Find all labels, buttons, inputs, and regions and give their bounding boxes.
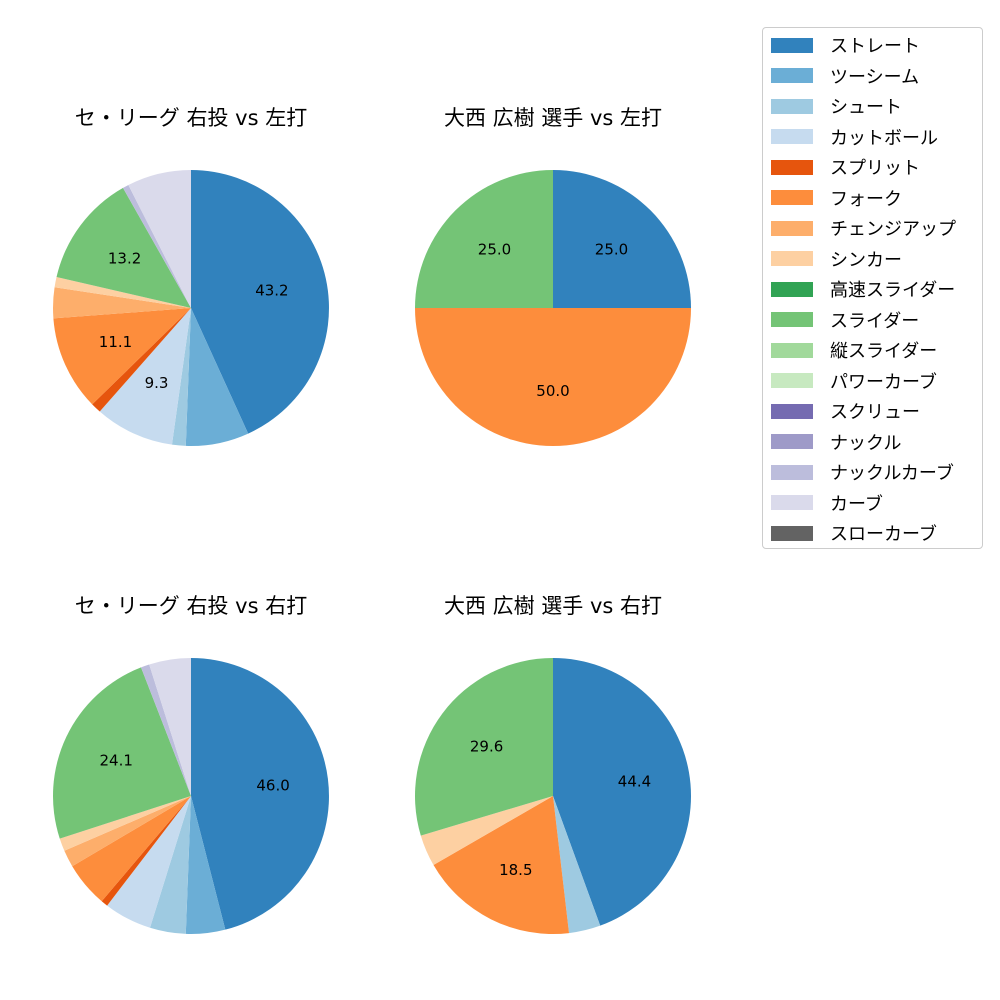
legend: ストレートツーシームシュートカットボール スプリットフォークチェンジアップ シンカー… [762, 27, 983, 549]
legend-swatch [771, 159, 813, 175]
pie-slice [415, 658, 553, 836]
pie-data-label: 25.0 [595, 241, 628, 259]
pie-slice [101, 796, 191, 906]
pie-slice [553, 658, 692, 926]
legend-swatch [771, 68, 813, 83]
legend-label: スローカーブ [830, 524, 937, 545]
legend-swatch [771, 190, 813, 205]
pie-slice [150, 796, 191, 934]
legend-label: ナックル [830, 432, 902, 454]
legend-label: チェンジアップ [830, 219, 956, 240]
legend-swatch [771, 37, 813, 53]
pie-slice [107, 796, 191, 928]
pie-slice [99, 308, 191, 445]
pie-slice [420, 796, 553, 865]
legend-swatch [771, 373, 813, 388]
pie-data-label: 29.6 [470, 738, 503, 756]
legend-label: シュート [830, 97, 902, 118]
pie-data-label: 18.5 [499, 861, 532, 879]
legend-swatch [771, 434, 813, 449]
pie-slice [54, 277, 191, 308]
legend-item: スプリット [771, 152, 920, 182]
legend-label: 縦スライダー [830, 341, 938, 362]
legend-label: 高速スライダー [830, 280, 956, 301]
legend-item: カットボール [771, 122, 938, 152]
legend-label: ツーシーム [830, 66, 920, 88]
legend-swatch [771, 525, 813, 541]
legend-item: パワーカーブ [771, 366, 937, 396]
pie-slice [185, 308, 249, 446]
pie-data-label: 25.0 [478, 241, 511, 259]
legend-label: カットボール [830, 127, 938, 149]
pie-slice [64, 796, 191, 867]
pie-slice [52, 287, 191, 319]
legend-swatch [771, 464, 813, 480]
pie-slice [52, 667, 191, 839]
legend-label: フォーク [830, 188, 902, 210]
legend-label: シンカー [830, 249, 902, 271]
legend-item: スローカーブ [771, 518, 937, 548]
legend-item: 縦スライダー [771, 335, 937, 365]
legend-label: パワーカーブ [830, 371, 937, 393]
pie-slice [433, 796, 570, 935]
pie-slice [149, 658, 191, 796]
pie-data-label: 9.3 [145, 374, 169, 392]
legend-item: スライダー [771, 305, 919, 335]
legend-label: スクリュー [830, 402, 920, 423]
legend-label: スライダー [830, 310, 920, 332]
pie-slice [185, 796, 226, 934]
legend-swatch [771, 98, 813, 114]
legend-item: ナックル [771, 427, 901, 457]
legend-swatch [771, 220, 813, 236]
legend-item: カーブ [771, 488, 883, 518]
pie-slice [171, 308, 191, 446]
pie-slice [553, 796, 601, 934]
legend-item: ストレート [771, 30, 920, 60]
pie-slice [59, 796, 191, 851]
legend-item: ツーシーム [771, 61, 919, 91]
pie-data-label: 50.0 [536, 382, 569, 400]
pie-slice [128, 170, 191, 308]
pie-slice [141, 664, 191, 796]
pie-slice [415, 170, 553, 308]
pie-title-3: セ・リーグ 右投 vs 右打 [74, 594, 308, 618]
legend-item: チェンジアップ [771, 213, 956, 243]
pie-slice [123, 185, 191, 308]
legend-item: スクリュー [771, 396, 920, 426]
legend-label: ナックルカーブ [830, 463, 954, 484]
legend-swatch [771, 281, 813, 297]
legend-item: フォーク [771, 183, 902, 213]
legend-label: カーブ [830, 493, 883, 515]
pie-slice [191, 658, 329, 930]
legend-label: スプリット [830, 158, 920, 179]
pie-data-label: 46.0 [256, 777, 289, 795]
legend-swatch [771, 129, 813, 144]
legend-item: ナックルカーブ [771, 457, 954, 487]
pie-slice [53, 308, 191, 405]
pie-data-label: 13.2 [108, 250, 141, 268]
legend-swatch [771, 403, 813, 419]
pie-slice [553, 170, 691, 308]
pie-data-label: 43.2 [255, 281, 288, 299]
pie-title-2: 大西 広樹 選手 vs 左打 [443, 106, 663, 130]
pie-data-label: 11.1 [99, 333, 132, 351]
pie-title-1: セ・リーグ 右投 vs 左打 [74, 106, 308, 130]
legend-item: シュート [771, 91, 902, 121]
pie-slice [191, 170, 329, 434]
legend-swatch [771, 251, 813, 266]
legend-swatch [771, 495, 813, 510]
pie-slice [92, 308, 191, 412]
legend-swatch [771, 342, 813, 358]
pie-slice [72, 796, 191, 902]
legend-item: シンカー [771, 244, 902, 274]
pie-slice [415, 308, 691, 446]
legend-swatch [771, 312, 813, 327]
pie-slice [56, 187, 191, 308]
legend-item: 高速スライダー [771, 274, 955, 304]
pie-title-4: 大西 広樹 選手 vs 右打 [443, 594, 663, 618]
pie-data-label: 44.4 [618, 773, 651, 791]
legend-label: ストレート [830, 36, 920, 57]
pie-data-label: 24.1 [99, 752, 132, 770]
